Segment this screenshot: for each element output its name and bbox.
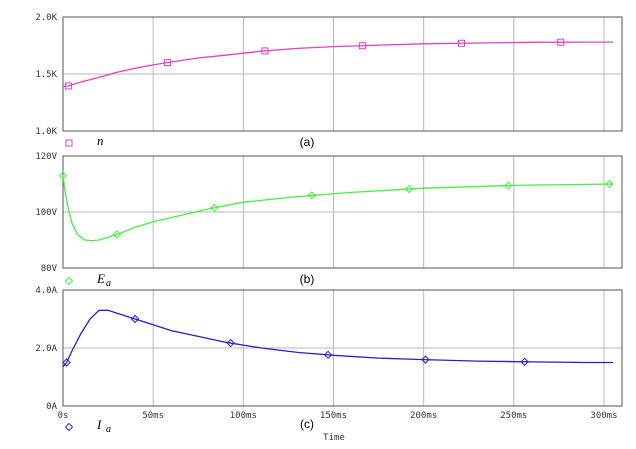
series-marker bbox=[112, 230, 122, 239]
x-tick-label: 300ms bbox=[590, 411, 617, 421]
series-marker bbox=[605, 179, 614, 189]
series-marker bbox=[323, 350, 333, 360]
legend-marker bbox=[64, 422, 74, 432]
panel-label: (b) bbox=[300, 272, 315, 286]
series-marker bbox=[458, 39, 466, 47]
legend-marker bbox=[64, 276, 74, 286]
series-line bbox=[62, 175, 614, 242]
plot-frame bbox=[62, 155, 623, 269]
series-marker bbox=[504, 181, 513, 190]
y-tick-label: 2.0A bbox=[35, 344, 57, 354]
series-marker bbox=[64, 82, 72, 90]
series-marker bbox=[261, 47, 269, 55]
y-tick-label: 4.0A bbox=[35, 286, 57, 296]
series-marker bbox=[520, 357, 529, 367]
y-tick-label: 120V bbox=[35, 152, 57, 162]
panel-2: 80V 100V 120V E a (b) bbox=[35, 152, 623, 289]
legend-subscript: a bbox=[106, 424, 111, 435]
series-marker bbox=[307, 191, 317, 200]
x-tick-label: 100ms bbox=[230, 411, 257, 421]
panel-1: 1.0K 1.5K 2.0K n (a) bbox=[35, 13, 623, 149]
panel-label: (c) bbox=[300, 417, 314, 431]
panel-3: 0A 2.0A 4.0A I a (c) bbox=[35, 286, 623, 435]
x-tick-label: 150ms bbox=[320, 411, 347, 421]
plot-frame bbox=[62, 16, 623, 132]
x-tick-label: 0s bbox=[58, 411, 69, 421]
x-axis-title: Time bbox=[323, 433, 345, 443]
series-marker bbox=[164, 59, 172, 67]
series-marker bbox=[405, 184, 414, 194]
series-line bbox=[62, 309, 613, 368]
panel-label: (a) bbox=[300, 135, 315, 149]
series-line bbox=[62, 41, 613, 88]
series-marker bbox=[62, 358, 71, 367]
legend-name: n bbox=[97, 133, 104, 148]
y-tick-label: 80V bbox=[41, 264, 58, 274]
series-marker bbox=[210, 203, 219, 213]
y-tick-label: 1.5K bbox=[35, 70, 57, 80]
series-marker bbox=[58, 171, 68, 180]
y-tick-label: 100V bbox=[35, 208, 57, 218]
x-tick-label: 200ms bbox=[410, 411, 437, 421]
x-tick-label: 250ms bbox=[500, 411, 527, 421]
series-marker bbox=[421, 355, 430, 364]
series-marker bbox=[226, 338, 235, 348]
y-tick-label: 0A bbox=[46, 402, 57, 412]
y-tick-label: 1.0K bbox=[35, 127, 57, 137]
legend-marker bbox=[65, 139, 73, 147]
series-marker bbox=[130, 314, 140, 324]
y-tick-label: 2.0K bbox=[35, 13, 57, 23]
x-tick-label: 50ms bbox=[142, 411, 164, 421]
series-marker bbox=[358, 42, 366, 50]
legend-name: I bbox=[96, 417, 102, 432]
plot-frame bbox=[62, 289, 623, 407]
legend-name: E bbox=[96, 271, 105, 286]
legend-subscript: a bbox=[106, 278, 111, 289]
series-marker bbox=[557, 38, 565, 46]
